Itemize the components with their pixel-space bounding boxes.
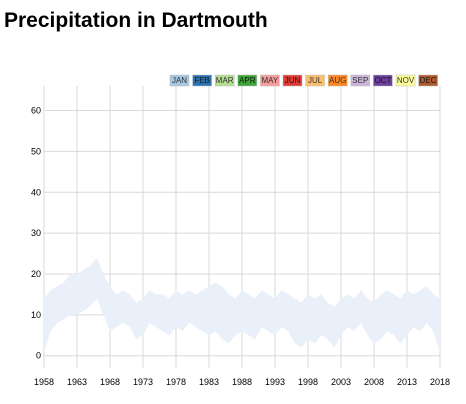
legend-label: MAR [216, 76, 234, 85]
legend-item-mar[interactable]: MAR [214, 74, 235, 87]
legend-label: JUN [285, 76, 301, 85]
y-tick-label: 40 [31, 187, 41, 197]
legend-swatch [282, 74, 303, 87]
x-tick-label: 1973 [133, 377, 153, 387]
x-tick-label: 1963 [67, 377, 87, 387]
legend-swatch [192, 74, 212, 87]
y-tick-label: 0 [36, 351, 41, 361]
y-tick-label: 30 [31, 228, 41, 238]
y-tick-label: 20 [31, 269, 41, 279]
legend-label: JUL [308, 76, 323, 85]
legend-item-jan[interactable]: JAN [169, 74, 190, 87]
legend-swatch [169, 74, 190, 87]
legend-label: FEB [194, 76, 210, 85]
legend-item-dec[interactable]: DEC [418, 74, 438, 87]
x-tick-label: 1978 [166, 377, 186, 387]
legend-swatch [260, 74, 280, 87]
legend-swatch [350, 74, 371, 87]
legend-item-aug[interactable]: AUG [327, 74, 348, 87]
y-tick-label: 50 [31, 146, 41, 156]
x-tick-label: 2018 [430, 377, 450, 387]
legend-item-sep[interactable]: SEP [350, 74, 371, 87]
chart-title: Precipitation in Dartmouth [4, 9, 268, 32]
precipitation-area [44, 257, 440, 352]
legend-label: OCT [374, 76, 391, 85]
axes: 1958 1963 1968 1973 1978 1983 1988 1993 1998 2003… [31, 106, 450, 387]
precipitation-band [44, 257, 440, 352]
x-tick-label: 1958 [34, 377, 54, 387]
y-tick-label: 60 [31, 106, 41, 116]
x-tick-label: 2003 [331, 377, 351, 387]
x-tick-label: 1968 [100, 377, 120, 387]
legend-label: MAY [262, 76, 279, 85]
x-tick-label: 2008 [364, 377, 384, 387]
x-tick-label: 1983 [199, 377, 219, 387]
legend-swatch [327, 74, 348, 87]
legend-item-oct[interactable]: OCT [373, 74, 393, 87]
legend-label: NOV [397, 76, 415, 85]
legend-swatch [373, 74, 393, 87]
legend-label: APR [239, 76, 256, 85]
legend-label: AUG [329, 76, 346, 85]
legend-swatch [418, 74, 438, 87]
legend-swatch [214, 74, 235, 87]
month-legend: JAN FEB MAR APR MAY JUN JUL AUG SEP OCT NOV DEC [169, 74, 438, 87]
y-tick-label: 10 [31, 310, 41, 320]
legend-label: SEP [352, 76, 368, 85]
legend-item-jun[interactable]: JUN [282, 74, 303, 87]
legend-item-apr[interactable]: APR [237, 74, 258, 87]
legend-item-may[interactable]: MAY [260, 74, 280, 87]
legend-item-nov[interactable]: NOV [395, 74, 416, 87]
legend-label: DEC [420, 76, 437, 85]
legend-swatch [395, 74, 416, 87]
x-tick-label: 2013 [397, 377, 417, 387]
legend-swatch [305, 74, 325, 87]
legend-item-feb[interactable]: FEB [192, 74, 212, 87]
x-tick-label: 1998 [298, 377, 318, 387]
x-tick-label: 1993 [265, 377, 285, 387]
legend-item-jul[interactable]: JUL [305, 74, 325, 87]
legend-label: JAN [172, 76, 187, 85]
legend-swatch [237, 74, 258, 87]
x-tick-label: 1988 [232, 377, 252, 387]
